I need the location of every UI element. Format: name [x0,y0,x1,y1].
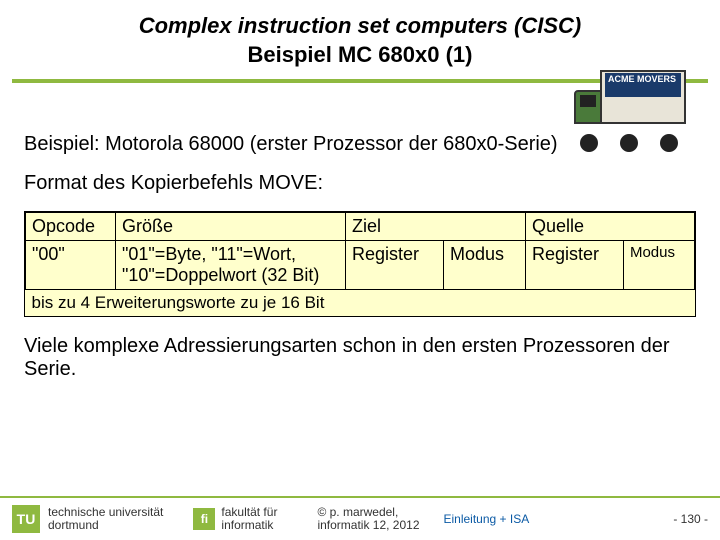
table-row: "00" "01"=Byte, "11"=Wort, "10"=Doppelwo… [26,241,695,290]
th-dest: Ziel [346,213,526,241]
title-line-1: Complex instruction set computers (CISC) [20,12,700,41]
truck-sign: ACME MOVERS [605,73,681,97]
td-dest-reg: Register [346,241,444,290]
truck-cab [574,90,602,124]
td-dest-mode: Modus [443,241,525,290]
th-opcode: Opcode [26,213,116,241]
tu-logo: TU [12,505,40,533]
fi-logo: fi [193,508,215,530]
truck-wheel [660,134,678,152]
uni-line2: dortmund [48,519,163,532]
td-src-reg: Register [526,241,624,290]
title-line-2: Beispiel MC 680x0 (1) [20,41,700,70]
paragraph-format: Format des Kopierbefehls MOVE: [24,172,696,195]
copyright: © p. marwedel, informatik 12, 2012 [317,506,419,532]
table-caption-row: bis zu 4 Erweiterungsworte zu je 16 Bit [26,290,695,317]
instruction-format-table: Opcode Größe Ziel Quelle "00" "01"=Byte,… [24,211,696,317]
th-source: Quelle [526,213,695,241]
th-size: Größe [116,213,346,241]
td-src-mode: Modus [623,241,694,290]
paragraph-addressing: Viele komplexe Adressierungsarten schon … [24,335,696,381]
page-number: - 130 - [673,512,708,526]
copy-line2: informatik 12, 2012 [317,519,419,532]
td-opcode: "00" [26,241,116,290]
university-name: technische universität dortmund [48,506,163,532]
faculty-name: fakultät für informatik [221,506,277,532]
truck-wheel [620,134,638,152]
slide-footer: TU technische universität dortmund fi fa… [0,496,720,540]
truck-wheel [580,134,598,152]
moving-truck-icon: ACME MOVERS [570,70,690,150]
td-size: "01"=Byte, "11"=Wort, "10"=Doppelwort (3… [116,241,346,290]
slide-title: Complex instruction set computers (CISC)… [0,0,720,77]
section-name: Einleitung + ISA [444,512,530,526]
table-header-row: Opcode Größe Ziel Quelle [26,213,695,241]
table-caption: bis zu 4 Erweiterungsworte zu je 16 Bit [26,290,695,317]
fak-line2: informatik [221,519,277,532]
